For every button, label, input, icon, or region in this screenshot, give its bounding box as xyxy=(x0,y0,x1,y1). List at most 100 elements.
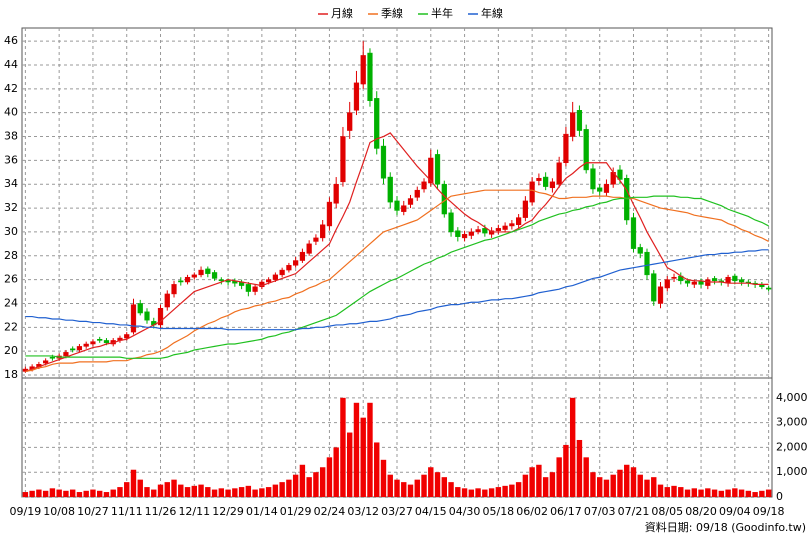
volume-bar xyxy=(759,490,765,497)
volume-bar xyxy=(22,492,29,497)
candle-body xyxy=(299,251,306,261)
volume-bar xyxy=(583,457,589,497)
x-tick-label: 06/17 xyxy=(550,505,582,518)
candle-body xyxy=(461,234,468,239)
x-tick-label: 05/18 xyxy=(482,505,514,518)
candle-body xyxy=(157,307,164,326)
candle-body xyxy=(414,189,420,198)
volume-bar xyxy=(380,459,387,497)
volume-bar xyxy=(340,397,346,497)
volume-bar xyxy=(556,457,562,497)
volume-bar xyxy=(36,489,42,497)
candle-body xyxy=(353,82,360,111)
volume-bar xyxy=(279,482,285,497)
volume-bar xyxy=(522,474,529,497)
y-tick-label: 40 xyxy=(4,106,18,119)
candle-body xyxy=(428,157,434,184)
volume-bar xyxy=(549,472,556,497)
candle-body xyxy=(225,280,231,283)
candle-body xyxy=(732,275,738,282)
volume-bar xyxy=(333,447,339,497)
candle-body xyxy=(482,228,488,234)
candle-body xyxy=(313,237,319,242)
volume-bar xyxy=(164,482,170,497)
volume-bar xyxy=(198,484,204,497)
candle-body xyxy=(211,272,218,279)
volume-bar xyxy=(69,489,76,497)
candle-body xyxy=(407,198,414,205)
volume-bar xyxy=(360,417,366,497)
candle-body xyxy=(597,187,603,192)
volume-bar xyxy=(569,397,576,497)
volume-bar xyxy=(738,489,745,497)
candle-body xyxy=(272,274,278,280)
candle-body xyxy=(536,178,542,181)
volume-bar xyxy=(509,484,515,497)
y2-tick-label: 3,000 xyxy=(776,416,808,429)
candle-body xyxy=(130,304,137,333)
candle-body xyxy=(556,162,562,185)
candle-body xyxy=(144,311,150,321)
x-tick-label: 09/19 xyxy=(10,505,42,518)
volume-bar xyxy=(603,479,610,497)
volume-bar xyxy=(414,479,420,497)
candle-body xyxy=(590,168,596,190)
candle-body xyxy=(455,230,461,237)
x-tick-label: 09/18 xyxy=(753,505,785,518)
x-tick-label: 11/11 xyxy=(111,505,143,518)
volume-bar xyxy=(711,489,718,497)
volume-bar xyxy=(97,490,103,497)
candle-body xyxy=(367,52,373,101)
volume-bar xyxy=(563,444,569,497)
y-tick-label: 30 xyxy=(4,225,18,238)
candle-body xyxy=(218,279,224,282)
volume-bar xyxy=(171,479,177,497)
x-tick-label: 07/03 xyxy=(584,505,616,518)
legend-label: 半年 xyxy=(431,6,453,20)
candle-body xyxy=(347,112,353,131)
volume-bar xyxy=(461,488,468,497)
volume-bar xyxy=(63,490,69,497)
y-tick-label: 24 xyxy=(4,296,18,309)
x-tick-label: 03/12 xyxy=(347,505,379,518)
y-tick-label: 46 xyxy=(4,34,18,47)
y-tick-label: 36 xyxy=(4,153,18,166)
volume-bar xyxy=(394,479,400,497)
candle-body xyxy=(502,225,508,230)
volume-bar xyxy=(232,488,238,497)
volume-bar xyxy=(245,485,252,497)
volume-bar xyxy=(590,472,596,497)
volume-bar xyxy=(292,474,299,497)
y-tick-label: 42 xyxy=(4,82,18,95)
volume-bar xyxy=(218,488,225,497)
volume-bar xyxy=(367,402,373,497)
volume-bar xyxy=(448,482,454,497)
volume-bar xyxy=(225,489,231,497)
volume-bar xyxy=(597,477,603,497)
volume-bar xyxy=(752,492,758,497)
candle-body xyxy=(651,273,657,302)
volume-bar xyxy=(671,485,677,497)
volume-bar xyxy=(252,489,258,497)
candle-body xyxy=(333,183,339,204)
candle-body xyxy=(644,251,650,276)
volume-bar xyxy=(83,490,89,497)
candle-body xyxy=(603,183,610,193)
volume-bar xyxy=(725,489,731,497)
x-tick-label: 10/27 xyxy=(77,505,109,518)
candle-body xyxy=(49,356,56,359)
candle-body xyxy=(171,284,177,295)
x-tick-label: 11/26 xyxy=(145,505,177,518)
y2-tick-label: 0 xyxy=(776,490,783,503)
candle-body xyxy=(421,181,427,190)
candle-body xyxy=(543,176,549,187)
volume-bar xyxy=(387,474,393,497)
candle-body xyxy=(583,129,589,171)
volume-bar xyxy=(319,467,326,497)
x-tick-label: 03/27 xyxy=(381,505,413,518)
volume-bar xyxy=(306,477,312,497)
candle-body xyxy=(103,340,110,344)
volume-bar xyxy=(313,472,319,497)
candle-body xyxy=(124,334,130,339)
